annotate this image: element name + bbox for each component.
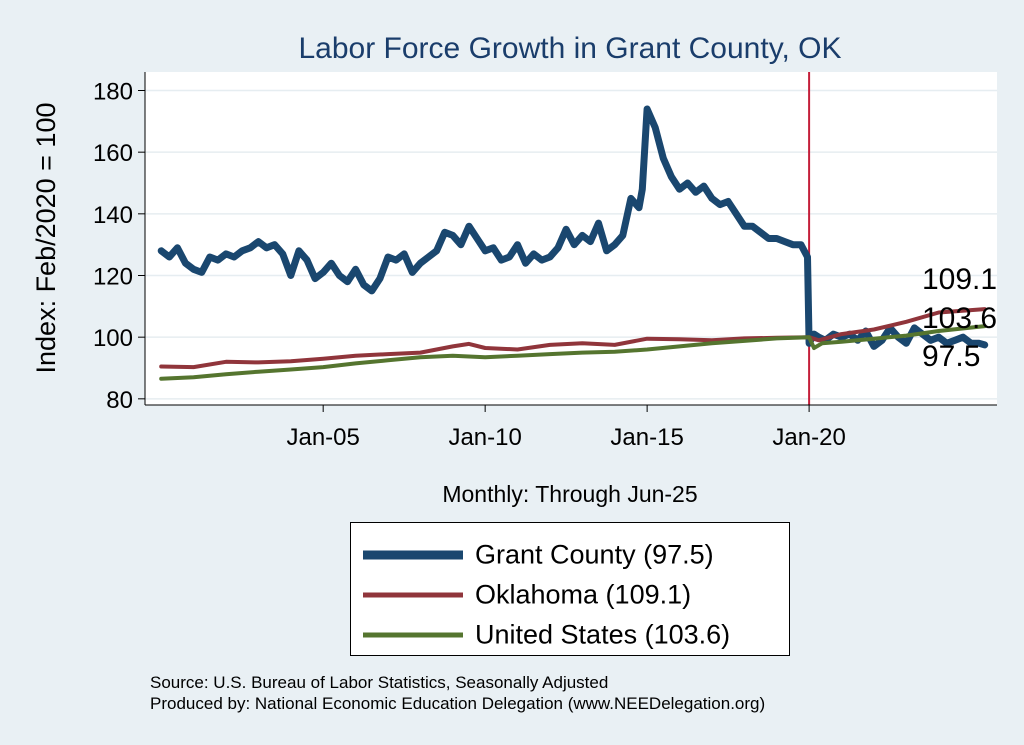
- legend-item-grant-county: Grant County (97.5): [351, 535, 789, 575]
- series-line-oklahoma: [159, 307, 987, 370]
- legend: Grant County (97.5) Oklahoma (109.1) Uni…: [350, 522, 790, 656]
- end-label: 109.1: [922, 263, 997, 296]
- source-line: Source: U.S. Bureau of Labor Statistics,…: [150, 673, 609, 692]
- producer-line: Produced by: National Economic Education…: [150, 694, 766, 713]
- y-axis-label: Index: Feb/2020 = 100: [31, 103, 61, 374]
- y-ticks: 80 100 120 140 160 180: [93, 79, 145, 414]
- series-line-united-states: [159, 324, 987, 381]
- y-tick-label: 80: [106, 387, 133, 414]
- legend-swatch-united-states: [363, 632, 463, 638]
- x-tick-label: Jan-20: [772, 424, 845, 451]
- y-tick-label: 160: [93, 140, 133, 167]
- x-tick-label: Jan-10: [448, 424, 521, 451]
- chart-title: Labor Force Growth in Grant County, OK: [298, 32, 841, 65]
- source-note: Source: U.S. Bureau of Labor Statistics,…: [150, 672, 765, 714]
- legend-label-united-states: United States (103.6): [475, 619, 731, 650]
- x-ticks: Jan-05 Jan-10 Jan-15 Jan-20: [286, 405, 846, 451]
- x-tick-label: Jan-05: [286, 424, 359, 451]
- end-label: 103.6: [922, 302, 997, 335]
- legend-swatch-oklahoma: [363, 592, 463, 598]
- y-tick-label: 140: [93, 202, 133, 229]
- legend-label-oklahoma: Oklahoma (109.1): [475, 579, 692, 610]
- x-axis-label: Monthly: Through Jun-25: [442, 481, 697, 507]
- legend-swatch-grant-county: [363, 550, 463, 560]
- y-tick-label: 100: [93, 325, 133, 352]
- series-lines: [157, 105, 989, 381]
- x-tick-label: Jan-15: [610, 424, 683, 451]
- y-tick-label: 180: [93, 79, 133, 106]
- series-line-grant-county: [157, 105, 989, 350]
- legend-item-united-states: United States (103.6): [351, 615, 789, 655]
- y-tick-label: 120: [93, 264, 133, 291]
- legend-label-grant-county: Grant County (97.5): [475, 539, 714, 570]
- end-label: 97.5: [922, 340, 980, 373]
- gridlines: [145, 89, 997, 400]
- legend-item-oklahoma: Oklahoma (109.1): [351, 575, 789, 615]
- end-labels: 109.1 103.6 97.5: [922, 263, 997, 373]
